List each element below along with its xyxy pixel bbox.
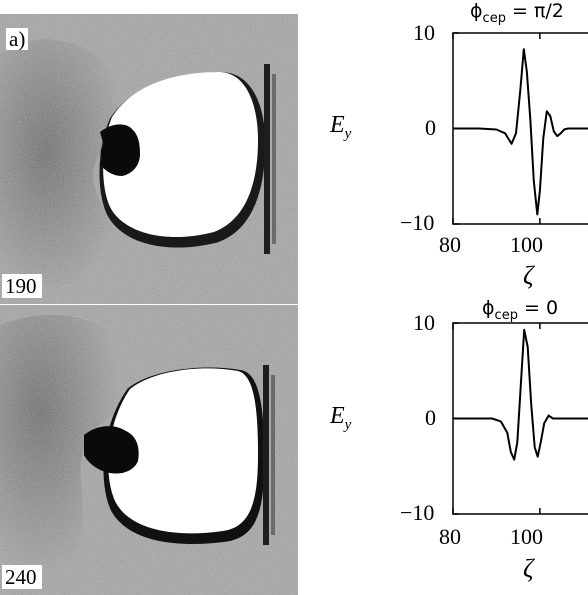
field-series-line <box>453 48 588 216</box>
y-axis-label: Ey <box>330 403 352 433</box>
field-plot-bottom: ϕcep = 0 Ey 10 0 −10 80 100 ζ <box>330 297 588 594</box>
time-label-bottom: 240 <box>2 565 42 589</box>
y-tick-label: −10 <box>400 500 435 525</box>
y-tick-label: 0 <box>425 405 436 430</box>
plot-title: ϕcep = π/2 <box>470 0 564 26</box>
panel-label: a) <box>6 28 29 50</box>
x-tick-label: 80 <box>439 524 461 549</box>
field-plot-top: ϕcep = π/2 Ey 10 0 −10 80 100 ζ <box>330 0 588 297</box>
field-chart-bottom <box>452 322 588 515</box>
density-panel-bottom: 240 <box>0 305 298 595</box>
x-tick-label: 100 <box>510 524 543 549</box>
y-tick-label: 0 <box>425 115 436 140</box>
x-axis-label: ζ <box>523 554 534 583</box>
density-panel-top: a) 190 <box>0 14 298 304</box>
x-tick-label: 80 <box>439 232 461 257</box>
density-map-bottom <box>0 305 298 595</box>
y-axis-label: Ey <box>330 112 352 142</box>
x-axis-label: ζ <box>523 261 534 290</box>
y-tick-label: 10 <box>413 20 435 45</box>
y-tick-label: 10 <box>413 310 435 335</box>
x-tick-label: 100 <box>510 232 543 257</box>
plot-title: ϕcep = 0 <box>482 297 559 323</box>
field-chart-top <box>452 32 588 225</box>
density-map-top <box>0 14 298 304</box>
field-series-line <box>453 328 588 461</box>
time-label-top: 190 <box>2 274 42 298</box>
y-tick-label: −10 <box>400 210 435 235</box>
